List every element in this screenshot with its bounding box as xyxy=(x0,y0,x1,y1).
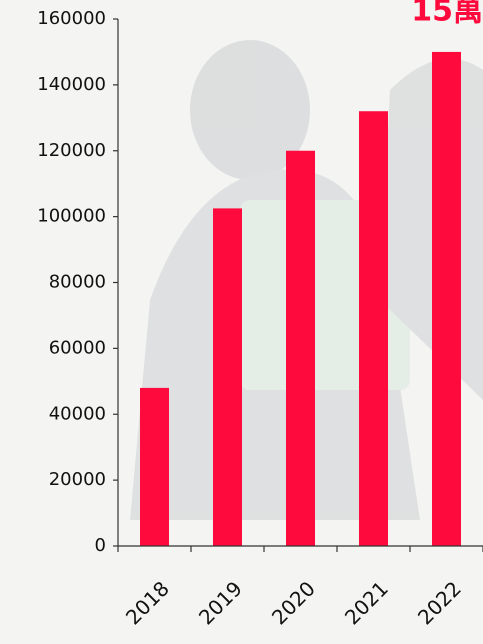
chart: 15萬 0 20000 40000 60000 80000 100000 120000 140… xyxy=(0,0,483,644)
y-tick-label: 0 xyxy=(95,535,106,556)
y-tick-label: 100000 xyxy=(37,206,106,227)
bar xyxy=(432,52,461,546)
bar xyxy=(213,208,242,546)
bar xyxy=(359,111,388,546)
y-tick-label: 60000 xyxy=(49,337,106,358)
y-tick-label: 140000 xyxy=(37,74,106,95)
bar xyxy=(140,388,169,546)
y-tick-label: 120000 xyxy=(37,140,106,161)
y-tick-label: 40000 xyxy=(49,403,106,424)
bar xyxy=(286,151,315,546)
y-tick-label: 20000 xyxy=(49,469,106,490)
annotation: 15萬 xyxy=(411,0,483,29)
y-tick-label: 160000 xyxy=(37,8,106,29)
y-tick-label: 80000 xyxy=(49,272,106,293)
